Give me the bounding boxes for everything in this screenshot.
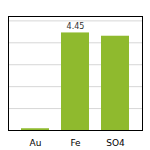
svg-text:Fe: Fe [70, 138, 81, 148]
svg-text:4.45: 4.45 [67, 22, 85, 31]
svg-text:SO4: SO4 [106, 138, 125, 148]
svg-text:Au: Au [30, 138, 42, 148]
